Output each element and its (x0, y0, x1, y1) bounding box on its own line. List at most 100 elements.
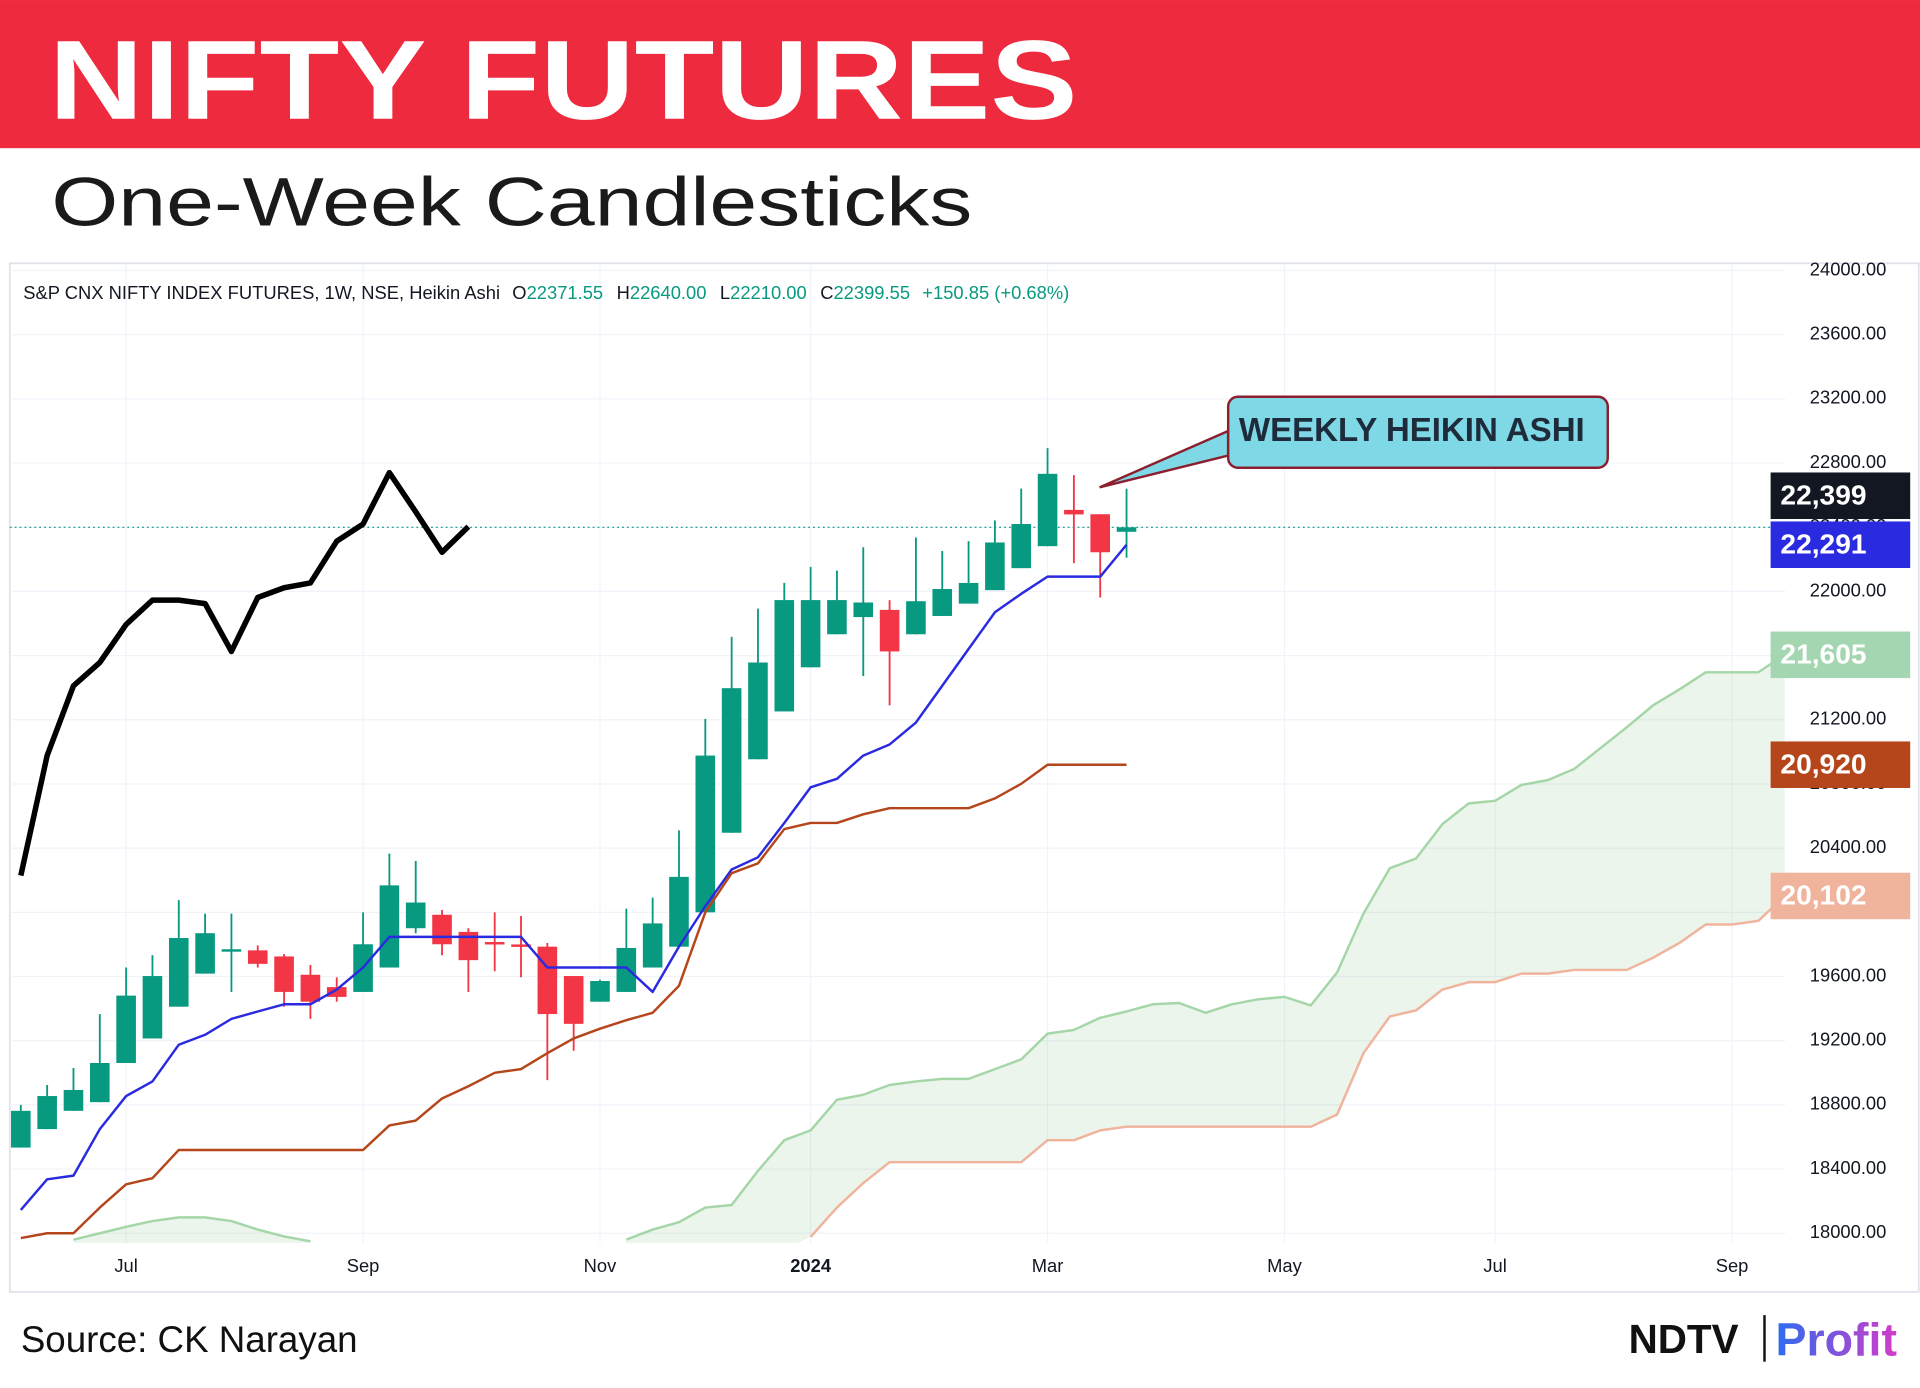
candle-body (827, 600, 847, 635)
candle-body (1064, 509, 1084, 515)
candle-body (669, 876, 689, 947)
x-tick-label: Jul (1483, 1255, 1506, 1276)
indicator-line (19, 543, 1128, 1211)
axes: 18000.00 18400.00 18800.00 19200.00 19600.00… (114, 258, 1911, 1276)
candle-body (853, 602, 874, 618)
candle-body (985, 542, 1005, 591)
span-a-line (73, 1216, 311, 1243)
ohlc-value: 22640.00 (630, 282, 707, 303)
span-b-line (809, 895, 1786, 1238)
candle-body (748, 662, 768, 760)
candle-body (616, 947, 637, 992)
price-label: 22,291 (1780, 528, 1866, 559)
y-tick-label: 24000.00 (1810, 258, 1887, 279)
callout: WEEKLY HEIKIN ASHI (1099, 395, 1609, 489)
subtitle: One-Week Candlesticks (51, 163, 972, 240)
y-tick-label: 18800.00 (1810, 1093, 1887, 1114)
x-tick-label: Mar (1032, 1255, 1064, 1276)
candle-body (142, 976, 163, 1039)
y-tick-label: 22800.00 (1810, 451, 1887, 472)
candle-body (274, 956, 294, 992)
ohlc-key: C (820, 282, 833, 303)
candle-body (326, 987, 347, 997)
candle-body (221, 949, 242, 952)
price-label-box (1770, 521, 1911, 568)
span-a-line (625, 653, 1786, 1241)
candle-body (642, 923, 663, 968)
x-tick-label: May (1267, 1255, 1303, 1276)
y-tick-label: 20400.00 (1810, 836, 1887, 857)
ohlc-key: O (512, 282, 526, 303)
price-label: 20,102 (1780, 880, 1866, 911)
candle-body (906, 601, 926, 635)
cloud-fill (73, 1217, 311, 1243)
candle-body (484, 942, 505, 945)
candle-body (11, 1110, 31, 1148)
x-tick-label: Sep (347, 1255, 380, 1276)
candle-body (379, 885, 400, 968)
grid-layer (9, 263, 1786, 1243)
price-label-box (1770, 741, 1911, 788)
candle-body (774, 600, 795, 712)
candle-body (590, 981, 610, 1002)
instrument-name: S&P CNX NIFTY INDEX FUTURES, 1W, NSE, He… (23, 282, 500, 303)
candle-body (116, 995, 136, 1064)
price-label: 21,605 (1780, 638, 1866, 669)
candle-body (458, 931, 479, 961)
x-tick-label: Jul (114, 1255, 137, 1276)
ohlc-value: 22399.55 (833, 282, 910, 303)
y-tick-label: 18400.00 (1810, 1157, 1887, 1178)
logo-profit: Profit (1776, 1314, 1897, 1366)
candle-body (300, 974, 321, 1002)
candle-body (1011, 524, 1032, 569)
y-tick-label: 22000.00 (1810, 579, 1887, 600)
candle-body (1090, 514, 1110, 553)
candle-body (37, 1096, 57, 1130)
candle-body (563, 976, 584, 1024)
price-label-box (1770, 872, 1911, 920)
x-tick-label: Nov (584, 1255, 617, 1276)
indicator-line (20, 763, 1127, 1240)
ohlc-value: 22210.00 (730, 282, 807, 303)
candle-body (721, 688, 742, 833)
candle-body (511, 944, 531, 947)
price-label: 20,920 (1780, 748, 1866, 779)
candle-body (879, 609, 900, 652)
x-tick-label: 2024 (790, 1255, 832, 1276)
y-tick-label: 19200.00 (1810, 1029, 1887, 1050)
x-tick-label: Sep (1716, 1255, 1749, 1276)
candle-body (537, 946, 558, 1015)
candle-body (168, 938, 189, 1007)
change: +150.85 (+0.68%) (922, 282, 1069, 303)
candle-body (432, 914, 452, 945)
header-band (0, 0, 1920, 149)
info-line: S&P CNX NIFTY INDEX FUTURES, 1W, NSE, He… (23, 282, 1069, 303)
candle-body (1037, 473, 1058, 547)
annotation: WEEKLY HEIKIN ASHI (1239, 412, 1585, 449)
y-tick-label: 19600.00 (1810, 964, 1887, 985)
candle-body (247, 950, 268, 964)
candle-body (932, 589, 953, 616)
source: Source: CK Narayan (21, 1319, 358, 1360)
candle-body (1116, 527, 1137, 532)
y-tick-label: 23200.00 (1810, 387, 1887, 408)
candle-body (90, 1063, 110, 1103)
price-label: 22,399 (1780, 479, 1866, 510)
ohlc-value: 22371.55 (527, 282, 604, 303)
candle-body (63, 1089, 84, 1111)
candle-body (800, 600, 821, 668)
ohlc-key: L (720, 282, 730, 303)
callout-box (1226, 395, 1609, 469)
candle-body (405, 902, 426, 929)
price-label-box (1770, 631, 1911, 679)
price-label-box (1770, 472, 1911, 520)
plot-area (11, 448, 1786, 1243)
candle-body (958, 582, 979, 604)
y-tick-label: 21200.00 (1810, 708, 1887, 729)
y-tick-label: 23600.00 (1810, 323, 1887, 344)
ohlc-key: H (617, 282, 630, 303)
indicator-line (18, 469, 471, 877)
logo-ndtv: NDTV (1629, 1316, 1739, 1362)
